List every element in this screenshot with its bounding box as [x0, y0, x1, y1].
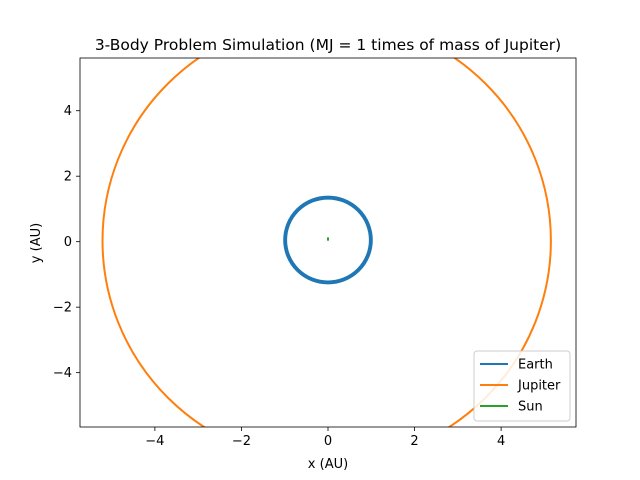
legend-label-earth: Earth — [518, 358, 553, 373]
y-tick-label: 4 — [64, 104, 72, 119]
y-tick-label: 2 — [64, 170, 72, 185]
x-tick-label: 2 — [410, 434, 418, 449]
x-tick-label: 0 — [324, 434, 332, 449]
series-earth-orbit — [283, 195, 373, 285]
x-tick-label: 4 — [497, 434, 505, 449]
legend-box — [473, 350, 571, 422]
x-axis-label: x (AU) — [308, 457, 348, 472]
legend-label-jupiter: Jupiter — [517, 379, 561, 394]
series-jupiter-orbit — [101, 58, 552, 427]
chart-title: 3-Body Problem Simulation (MJ = 1 times … — [95, 36, 561, 54]
series-layer — [101, 58, 552, 427]
y-axis-label: y (AU) — [29, 223, 44, 263]
y-tick-label: −4 — [53, 366, 72, 381]
axis-ticks: −4 −2 0 2 4 −4 −2 0 2 4 — [53, 104, 505, 449]
plot-area — [79, 57, 577, 428]
y-tick-label: 0 — [64, 235, 72, 250]
x-tick-label: −2 — [232, 434, 251, 449]
legend-label-sun: Sun — [518, 400, 543, 415]
y-tick-label: −2 — [53, 301, 72, 316]
x-tick-label: −4 — [145, 434, 164, 449]
legend: Earth Jupiter Sun — [473, 350, 571, 422]
